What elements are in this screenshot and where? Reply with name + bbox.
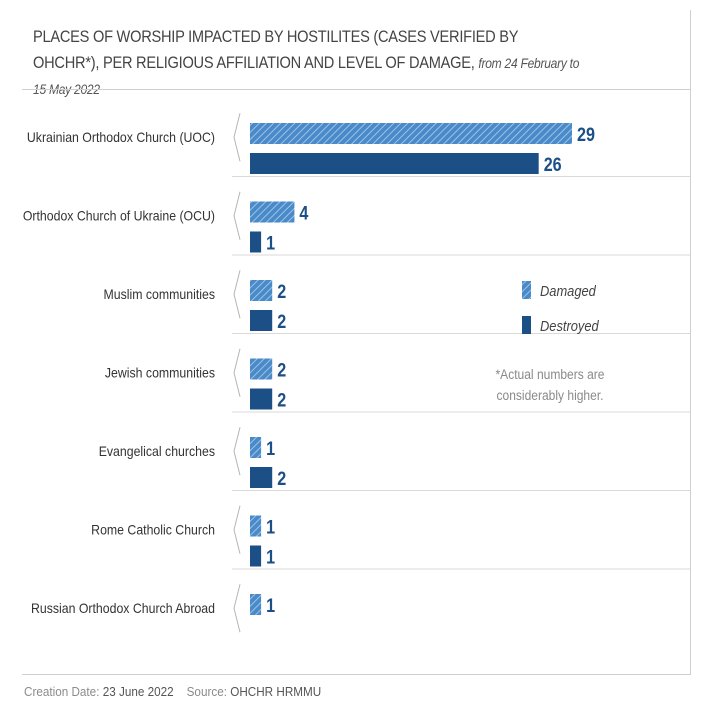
source-value: OHCHR HRMMU xyxy=(230,684,322,699)
value-label: 2 xyxy=(277,359,286,381)
category-label: Orthodox Church of Ukraine (OCU) xyxy=(23,208,215,224)
value-label: 2 xyxy=(277,281,286,303)
category-bracket xyxy=(233,427,241,476)
damaged-bar xyxy=(250,358,273,380)
value-label: 2 xyxy=(277,311,286,333)
destroyed-bar xyxy=(250,388,273,410)
category-label: Muslim communities xyxy=(104,287,216,303)
value-label: 29 xyxy=(577,124,595,146)
destroyed-bar xyxy=(250,231,262,253)
destroyed-bar xyxy=(250,153,539,174)
note-line: considerably higher. xyxy=(496,387,603,403)
category-label: Rome Catholic Church xyxy=(91,522,215,538)
value-label: 1 xyxy=(266,232,275,254)
chart-title: PLACES OF WORSHIP IMPACTED BY HOSTILITES… xyxy=(33,24,583,102)
category-label: Jewish communities xyxy=(105,365,215,381)
damaged-bar xyxy=(250,201,295,223)
category-label: Russian Orthodox Church Abroad xyxy=(31,601,215,617)
category-bracket xyxy=(233,191,241,240)
destroyed-bar xyxy=(250,467,273,488)
value-label: 1 xyxy=(266,546,275,568)
category-bracket xyxy=(233,348,241,397)
legend-label: Damaged xyxy=(540,282,597,299)
category-bracket xyxy=(233,113,241,162)
value-label: 4 xyxy=(299,202,308,224)
creation-date: 23 June 2022 xyxy=(102,684,174,699)
destroyed-bar xyxy=(250,310,273,331)
value-label: 26 xyxy=(544,154,562,176)
legend-label: Destroyed xyxy=(540,317,600,334)
source-label: Source: xyxy=(186,684,227,699)
damaged-bar xyxy=(250,123,572,144)
destroyed-bar xyxy=(250,545,262,567)
destroyed-legend-swatch xyxy=(522,316,531,334)
damaged-bar xyxy=(250,437,262,458)
damaged-bar xyxy=(250,594,262,615)
note-line: *Actual numbers are xyxy=(495,366,604,382)
damaged-legend-swatch xyxy=(522,281,531,299)
creation-label: Creation Date: xyxy=(24,684,100,699)
chart-frame xyxy=(22,10,691,675)
category-bracket xyxy=(233,270,241,319)
title-text: PLACES OF WORSHIP IMPACTED BY HOSTILITES… xyxy=(33,27,518,72)
title-divider xyxy=(22,89,691,90)
damaged-bar xyxy=(250,515,262,537)
value-label: 1 xyxy=(266,516,275,538)
footer: Creation Date: 23 June 2022 Source: OHCH… xyxy=(24,684,321,699)
value-label: 2 xyxy=(277,389,286,411)
damaged-bar xyxy=(250,280,273,301)
value-label: 1 xyxy=(266,595,275,617)
value-label: 2 xyxy=(277,468,286,490)
note: *Actual numbers are considerably higher. xyxy=(495,366,604,403)
category-label: Ukrainian Orthodox Church (UOC) xyxy=(27,130,215,146)
category-bracket xyxy=(233,584,241,633)
category-bracket xyxy=(233,505,241,554)
value-label: 1 xyxy=(266,438,275,460)
category-label: Evangelical churches xyxy=(99,444,216,460)
legend: Damaged Destroyed xyxy=(522,281,600,334)
